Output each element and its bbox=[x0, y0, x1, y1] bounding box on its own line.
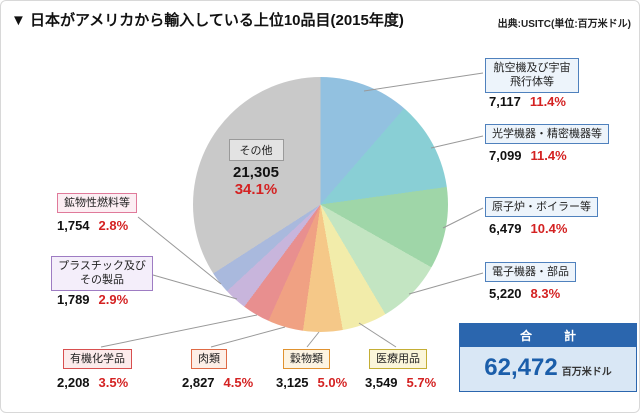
stats-grains: 3,125 5.0% bbox=[276, 375, 347, 390]
total-body: 62,472 百万米ドル bbox=[460, 347, 636, 391]
label-box-meat: 肉類 bbox=[191, 349, 227, 370]
pct-mineral-fuels: 2.8% bbox=[98, 218, 129, 233]
total-unit: 百万米ドル bbox=[561, 367, 612, 378]
value-reactor: 6,479 bbox=[489, 221, 522, 236]
label-box-optical: 光学機器・精密機器等 bbox=[485, 124, 609, 145]
leader-line-medical bbox=[358, 322, 397, 348]
value-plastics: 1,789 bbox=[57, 292, 90, 307]
pct-meat: 4.5% bbox=[223, 375, 254, 390]
pct-others: 34.1% bbox=[234, 181, 278, 198]
value-aircraft: 7,117 bbox=[489, 94, 521, 109]
value-optical: 7,099 bbox=[489, 148, 522, 163]
label-box-medical-supplies: 医療用品 bbox=[369, 349, 427, 370]
stats-medical-supplies: 3,549 5.7% bbox=[365, 375, 436, 390]
page-title: ▼ 日本がアメリカから輸入している上位10品目(2015年度) bbox=[11, 12, 404, 29]
pct-optical: 11.4% bbox=[530, 148, 567, 163]
pct-reactor: 10.4% bbox=[530, 221, 568, 236]
pct-electronics: 8.3% bbox=[530, 286, 561, 301]
stats-reactor: 6,479 10.4% bbox=[489, 221, 567, 236]
leader-line-reactor bbox=[442, 207, 484, 229]
leader-line-grains bbox=[306, 331, 320, 348]
total-value: 62,472 bbox=[484, 354, 558, 381]
pct-grains: 5.0% bbox=[317, 375, 348, 390]
others-group: その他 21,305 34.1% bbox=[208, 139, 304, 198]
label-box-electronics: 電子機器・部品 bbox=[485, 262, 576, 283]
leader-line-optical bbox=[430, 135, 484, 149]
stats-optical: 7,099 11.4% bbox=[489, 148, 567, 163]
value-others: 21,305 bbox=[233, 164, 279, 181]
pct-organic-chemicals: 3.5% bbox=[98, 375, 129, 390]
pct-medical-supplies: 5.7% bbox=[406, 375, 437, 390]
value-meat: 2,827 bbox=[182, 375, 215, 390]
leader-line-meat bbox=[210, 326, 286, 348]
label-box-grains: 穀物類 bbox=[283, 349, 330, 370]
stats-plastics: 1,789 2.9% bbox=[57, 292, 128, 307]
value-electronics: 5,220 bbox=[489, 286, 522, 301]
source-note: 出典:USITC(単位:百万米ドル) bbox=[497, 19, 631, 30]
label-box-mineral-fuels: 鉱物性燃料等 bbox=[57, 193, 137, 214]
pct-aircraft: 11.4% bbox=[529, 94, 566, 109]
value-grains: 3,125 bbox=[276, 375, 309, 390]
value-organic-chemicals: 2,208 bbox=[57, 375, 90, 390]
stats-meat: 2,827 4.5% bbox=[182, 375, 253, 390]
total-header: 合 計 bbox=[460, 324, 636, 347]
leader-line-aircraft bbox=[363, 72, 484, 92]
pie-chart bbox=[193, 77, 448, 332]
stats-electronics: 5,220 8.3% bbox=[489, 286, 560, 301]
pct-plastics: 2.9% bbox=[98, 292, 129, 307]
stats-mineral-fuels: 1,754 2.8% bbox=[57, 218, 128, 233]
leader-line-organic bbox=[100, 314, 258, 348]
label-box-aircraft: 航空機及び宇宙飛行体等 bbox=[485, 58, 579, 93]
label-box-reactor: 原子炉・ボイラー等 bbox=[485, 197, 598, 218]
total-box: 合 計 62,472 百万米ドル bbox=[459, 323, 637, 392]
label-box-plastics: プラスチック及びその製品 bbox=[51, 256, 153, 291]
value-medical-supplies: 3,549 bbox=[365, 375, 398, 390]
stats-aircraft: 7,117 11.4% bbox=[489, 94, 566, 109]
stats-organic-chemicals: 2,208 3.5% bbox=[57, 375, 128, 390]
label-box-organic-chemicals: 有機化学品 bbox=[63, 349, 132, 370]
label-box-others: その他 bbox=[228, 139, 284, 161]
value-mineral-fuels: 1,754 bbox=[57, 218, 90, 233]
